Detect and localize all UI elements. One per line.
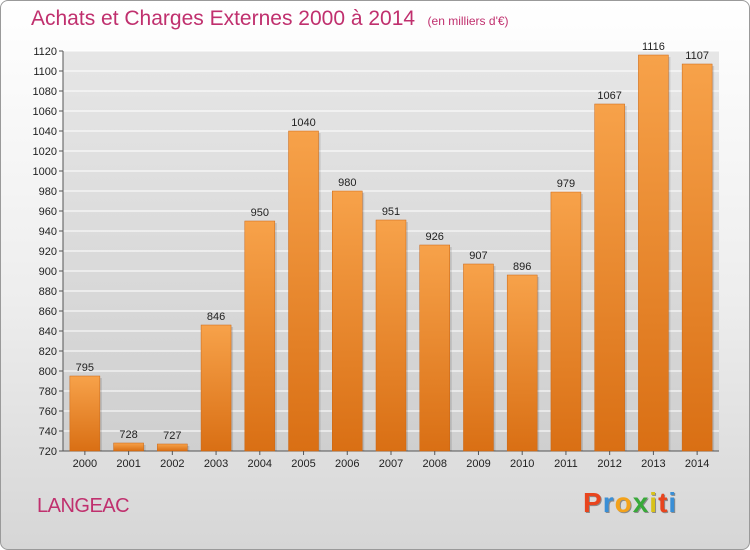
- bar: [638, 54, 669, 452]
- logo-letter: t: [658, 487, 669, 518]
- y-tick-label: 840: [39, 326, 57, 338]
- x-tick-label: 2010: [510, 458, 534, 470]
- logo-letter: i: [649, 487, 659, 518]
- commune-name: LANGEAC: [37, 495, 130, 517]
- x-tick-label: 2009: [466, 458, 490, 470]
- y-tick-label: 1000: [33, 166, 57, 178]
- bar: [463, 263, 494, 452]
- bar-value-label: 951: [382, 206, 400, 218]
- x-tick-label: 2003: [204, 458, 228, 470]
- y-tick-label: 760: [39, 406, 57, 418]
- x-tick-label: 2011: [554, 458, 578, 470]
- y-tick-label: 880: [39, 286, 57, 298]
- x-tick-label: 2008: [422, 458, 446, 470]
- y-tick-label: 780: [39, 386, 57, 398]
- bar: [594, 103, 625, 452]
- bar-value-label: 795: [76, 362, 94, 374]
- y-tick-label: 1100: [33, 66, 57, 78]
- x-tick-label: 2005: [291, 458, 315, 470]
- x-tick-label: 2014: [685, 458, 709, 470]
- bar-value-label: 950: [251, 207, 269, 219]
- chart-title: Achats et Charges Externes 2000 à 2014: [31, 7, 416, 30]
- bar: [419, 244, 450, 452]
- bar-value-label: 896: [513, 261, 531, 273]
- bar: [506, 274, 538, 452]
- bar: [332, 190, 363, 452]
- bar: [69, 375, 101, 452]
- y-tick-label: 960: [39, 206, 57, 218]
- bar: [200, 324, 232, 452]
- bar: [244, 220, 276, 452]
- bar-value-label: 979: [557, 178, 575, 190]
- x-tick-label: 2006: [335, 458, 359, 470]
- y-tick-label: 740: [39, 426, 57, 438]
- logo-letter: r: [602, 487, 615, 518]
- bar: [375, 219, 407, 452]
- y-tick-label: 1080: [33, 86, 57, 98]
- y-tick-label: 1020: [33, 146, 57, 158]
- x-tick-label: 2000: [73, 458, 97, 470]
- bar-value-label: 980: [338, 177, 356, 189]
- logo-letter: o: [614, 487, 633, 518]
- y-tick-label: 920: [39, 246, 57, 258]
- x-tick-label: 2002: [160, 458, 184, 470]
- bar-value-label: 1116: [642, 41, 665, 53]
- bar: [550, 191, 582, 452]
- y-tick-label: 900: [39, 266, 57, 278]
- bar-value-label: 1067: [597, 90, 621, 102]
- y-tick-label: 860: [39, 306, 57, 318]
- bar-value-label: 727: [163, 430, 181, 442]
- bar-value-label: 1107: [685, 50, 709, 62]
- proxiti-logo: Proxiti: [583, 487, 677, 519]
- logo-letter: P: [583, 487, 603, 518]
- y-tick-label: 940: [39, 226, 57, 238]
- logo-letter: i: [668, 487, 678, 518]
- y-tick-label: 1040: [33, 126, 57, 138]
- x-tick-label: 2004: [248, 458, 272, 470]
- logo-letter: x: [632, 487, 650, 518]
- bar-value-label: 907: [469, 250, 487, 262]
- bar-value-label: 926: [426, 231, 444, 243]
- bar-value-label: 1040: [291, 117, 315, 129]
- y-tick-label: 720: [39, 446, 57, 458]
- y-tick-label: 1120: [33, 46, 57, 58]
- title-row: Achats et Charges Externes 2000 à 2014 (…: [31, 7, 509, 31]
- x-tick-label: 2001: [116, 458, 140, 470]
- bar-value-label: 728: [119, 429, 137, 441]
- y-tick-label: 820: [39, 346, 57, 358]
- y-tick-label: 980: [39, 186, 57, 198]
- y-tick-label: 800: [39, 366, 57, 378]
- x-tick-label: 2007: [379, 458, 403, 470]
- bar: [288, 130, 319, 452]
- x-tick-label: 2013: [641, 458, 665, 470]
- bar-value-label: 846: [207, 311, 225, 323]
- chart-subtitle: (en milliers d'€): [427, 14, 509, 28]
- y-tick-label: 1060: [33, 106, 57, 118]
- bar: [113, 442, 144, 452]
- x-tick-label: 2012: [597, 458, 621, 470]
- bar: [681, 63, 713, 452]
- bar: [157, 443, 188, 452]
